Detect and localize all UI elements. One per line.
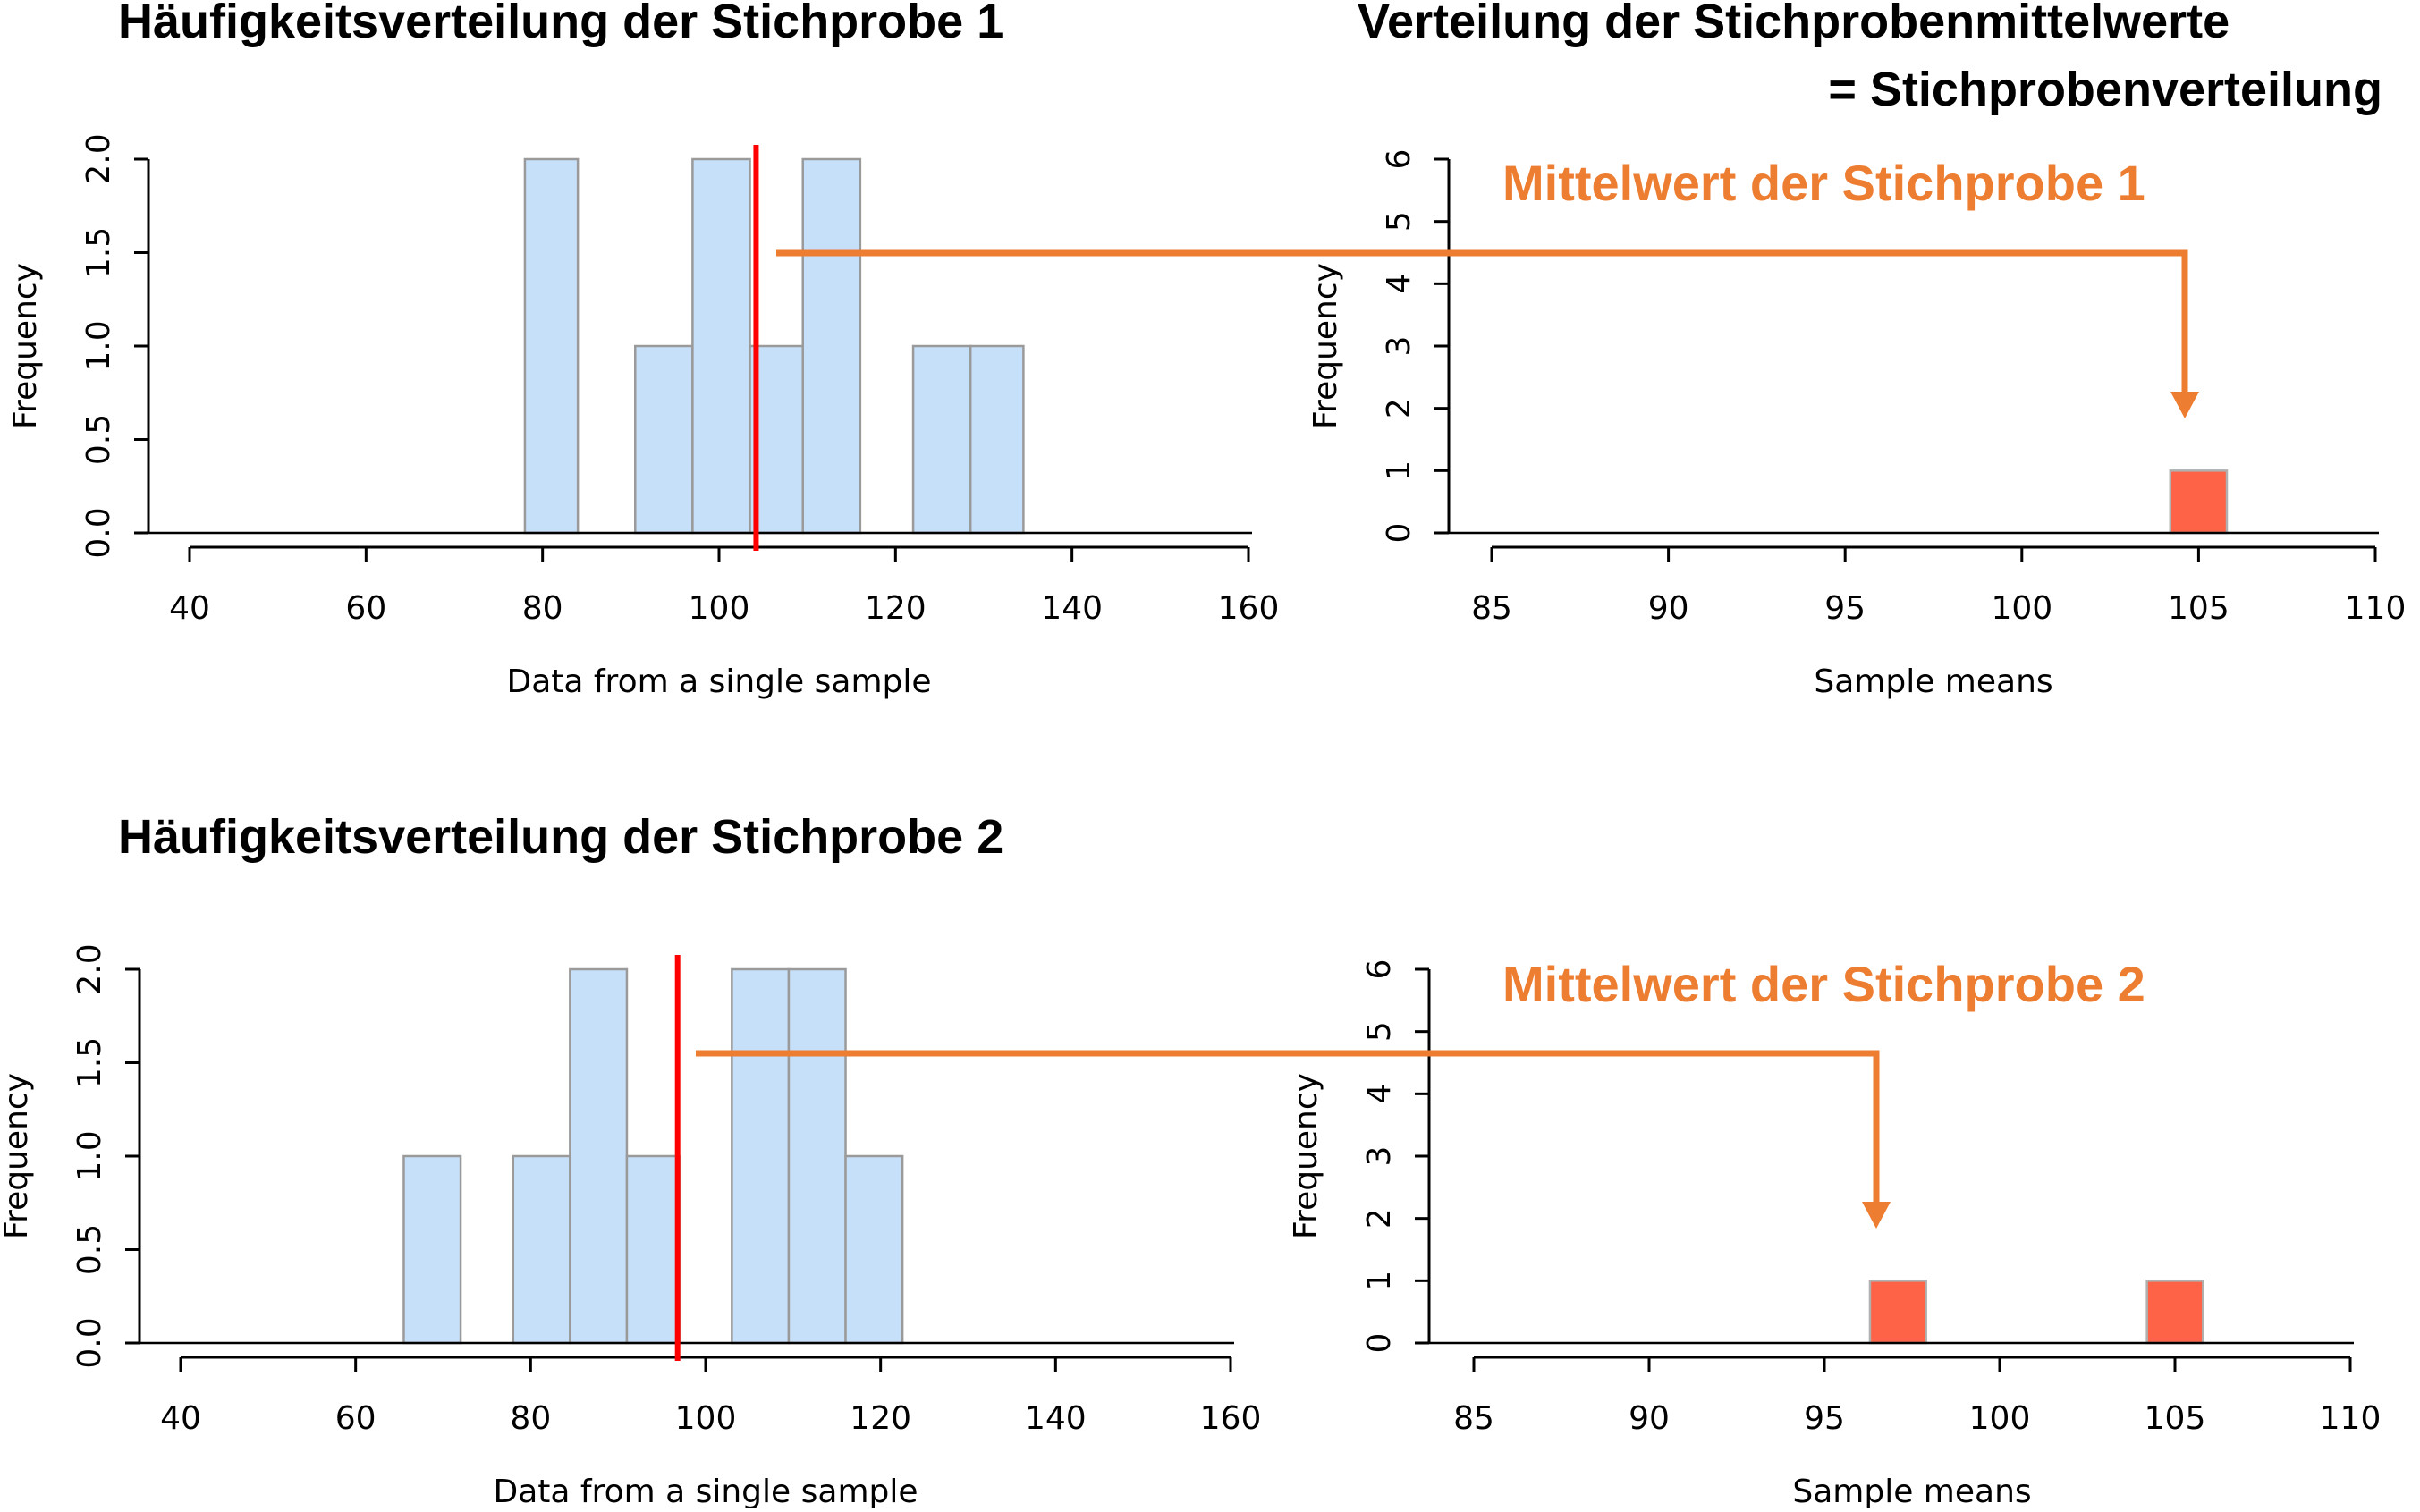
histogram-bar <box>512 1154 571 1345</box>
x-tick-label: 100 <box>1991 590 2052 627</box>
x-tick-label: 100 <box>1969 1400 2031 1437</box>
y-axis-label: Frequency <box>1307 263 1344 429</box>
histogram-bar <box>787 967 847 1345</box>
histogram-bar <box>801 157 862 535</box>
callout-mean-sample-2: Mittelwert der Stichprobe 2 <box>1502 956 2145 1012</box>
x-tick-label: 60 <box>345 590 386 627</box>
x-tick-label: 110 <box>2345 590 2407 627</box>
x-tick-label: 140 <box>1041 590 1103 627</box>
x-tick-label: 90 <box>1648 590 1689 627</box>
connector-mean-1 <box>776 249 2188 395</box>
y-tick-label: 2.0 <box>72 943 108 994</box>
y-tick-label: 1.0 <box>80 320 117 371</box>
histogram-bar <box>731 967 791 1345</box>
title-sample-1: Häufigkeitsverteilung der Stichprobe 1 <box>118 0 1003 48</box>
x-tick-label: 80 <box>522 590 563 627</box>
histogram-bar <box>569 967 629 1345</box>
histogram-bar <box>844 1154 904 1345</box>
histogram-bar <box>2169 469 2229 535</box>
y-tick-label: 1 <box>1381 460 1417 481</box>
histogram-bar <box>1868 1280 1927 1345</box>
histogram-sample-means-1: 85 90 95 100 105 110 Sample means 0 1 2 3 4 5 6 Freque… <box>1307 149 2406 700</box>
histogram-bar <box>402 1154 462 1345</box>
x-tick-label: 95 <box>1804 1400 1845 1437</box>
y-tick-label: 0.5 <box>72 1224 108 1275</box>
y-tick-label: 1 <box>1361 1271 1398 1291</box>
y-tick-label: 6 <box>1381 149 1417 170</box>
y-axis-label: Frequency <box>7 263 44 429</box>
title-means-line-2: = Stichprobenverteilung <box>1828 63 2382 116</box>
x-tick-label: 80 <box>510 1400 551 1437</box>
histogram-bar <box>523 157 580 535</box>
callout-mean-sample-1: Mittelwert der Stichprobe 1 <box>1502 155 2145 211</box>
connector-mean-2 <box>696 1050 1880 1205</box>
x-tick-label: 40 <box>160 1400 201 1437</box>
title-sample-2: Häufigkeitsverteilung der Stichprobe 2 <box>118 810 1003 864</box>
x-tick-label: 90 <box>1629 1400 1670 1437</box>
y-tick-label: 1.5 <box>80 227 117 278</box>
x-tick-label: 100 <box>675 1400 737 1437</box>
x-tick-label: 85 <box>1471 590 1512 627</box>
y-tick-label: 0.0 <box>80 507 117 558</box>
y-tick-label: 3 <box>1381 336 1417 357</box>
x-tick-label: 110 <box>2320 1400 2382 1437</box>
histogram-bar <box>634 344 694 535</box>
x-axis-label: Data from a single sample <box>506 663 931 700</box>
histogram-bar <box>969 344 1025 535</box>
y-tick-label: 4 <box>1361 1084 1398 1104</box>
x-axis-label: Data from a single sample <box>493 1474 918 1508</box>
histogram-sample-means-2: 85 90 95 100 105 110 Sample means 0 1 2 3 4 5 6 Freque… <box>1288 959 2382 1510</box>
x-tick-label: 140 <box>1025 1400 1087 1437</box>
x-tick-label: 60 <box>335 1400 377 1437</box>
y-tick-label: 2 <box>1361 1208 1398 1229</box>
histogram-bar <box>2145 1280 2204 1345</box>
y-tick-label: 2.0 <box>80 133 117 184</box>
y-tick-label: 5 <box>1381 211 1417 232</box>
histogram-sample-2: 40 60 80 100 120 140 160 Data from a single sam… <box>0 943 1262 1510</box>
x-tick-label: 120 <box>865 590 927 627</box>
y-tick-label: 3 <box>1361 1146 1398 1167</box>
y-tick-label: 4 <box>1381 274 1417 294</box>
y-tick-label: 2 <box>1381 398 1417 418</box>
y-tick-label: 1.5 <box>72 1037 108 1088</box>
histogram-bar <box>625 1154 681 1345</box>
histogram-sample-1: 40 60 80 100 120 140 160 Data from a single sam… <box>7 133 1279 700</box>
y-tick-label: 0.0 <box>72 1317 108 1368</box>
x-axis-label: Sample means <box>1792 1474 2031 1508</box>
histogram-bar <box>691 157 751 535</box>
y-tick-label: 6 <box>1361 959 1398 980</box>
x-tick-label: 100 <box>689 590 750 627</box>
mean-connector-arrows <box>696 249 2199 1229</box>
x-tick-label: 120 <box>850 1400 911 1437</box>
title-means-line-1: Verteilung der Stichprobenmittelwerte <box>1358 0 2230 48</box>
y-axis-label: Frequency <box>0 1073 35 1239</box>
x-tick-label: 95 <box>1824 590 1866 627</box>
y-tick-label: 5 <box>1361 1021 1398 1042</box>
x-tick-label: 105 <box>2145 1400 2206 1437</box>
y-tick-label: 1.0 <box>72 1130 108 1181</box>
y-tick-label: 0 <box>1361 1333 1398 1354</box>
x-tick-label: 160 <box>1218 590 1280 627</box>
y-axis-label: Frequency <box>1288 1073 1324 1239</box>
x-axis-label: Sample means <box>1814 663 2052 700</box>
x-tick-label: 160 <box>1200 1400 1262 1437</box>
histogram-bar <box>911 344 972 535</box>
x-tick-label: 40 <box>169 590 210 627</box>
x-tick-label: 105 <box>2168 590 2230 627</box>
x-tick-label: 85 <box>1453 1400 1494 1437</box>
y-tick-label: 0 <box>1381 523 1417 544</box>
connector-mean-1-head <box>2170 392 2199 418</box>
connector-mean-2-head <box>1862 1202 1891 1229</box>
y-tick-label: 0.5 <box>80 414 117 465</box>
